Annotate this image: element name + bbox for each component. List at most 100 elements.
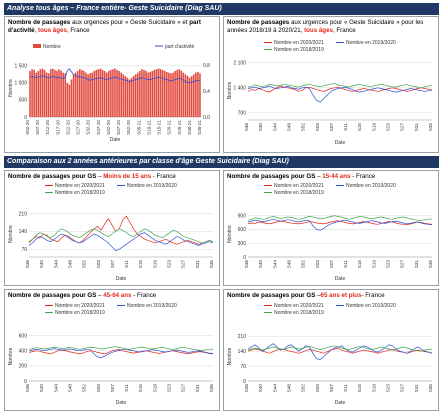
legend-label-3: Nombre en 2018/2019 xyxy=(55,190,105,196)
y-tick-label: 200 xyxy=(19,364,28,370)
y-tick-label: 600 xyxy=(238,227,247,233)
y-axis-title: Nombre xyxy=(8,225,14,243)
y-tick-label: 210 xyxy=(19,211,28,217)
legend-label-3: Nombre en 2018/2019 xyxy=(274,47,324,53)
x-tick-label: S10-21 xyxy=(146,120,151,135)
x-tick-label: S48 xyxy=(286,260,291,269)
bar xyxy=(137,72,139,117)
y-tick-label: 1 500 xyxy=(14,64,27,70)
series-line-2 xyxy=(247,218,433,231)
y-tick-label: 140 xyxy=(238,349,247,355)
x-tick-label: S35 xyxy=(428,384,433,393)
y-tick-label: 1 400 xyxy=(233,86,246,92)
bar xyxy=(168,72,170,117)
x-tick-label: S52-20 xyxy=(126,120,131,135)
bar xyxy=(78,69,81,117)
x-tick-label: S22-20 xyxy=(65,120,70,135)
x-tick-label: S15 xyxy=(357,260,362,269)
legend-label-1: Nombre en 2020/2021 xyxy=(55,303,105,309)
bar xyxy=(166,71,168,117)
x-tick-label: S27 xyxy=(400,384,405,393)
y-tick-label: 300 xyxy=(238,241,247,247)
x-tick-label: S36 xyxy=(244,123,249,132)
bar xyxy=(172,72,174,117)
bar xyxy=(186,76,189,117)
x-tick-label: S44 xyxy=(272,384,277,393)
x-tick-label: S02-20 xyxy=(25,120,30,135)
x-tick-label: S15 xyxy=(138,384,143,393)
x-tick-label: S35 xyxy=(428,123,433,132)
bar xyxy=(153,69,156,117)
bar xyxy=(70,79,73,117)
x-tick-label: S42-20 xyxy=(106,120,111,135)
y-tick-label: 140 xyxy=(19,229,28,235)
panel-p4: Nombre de passages pour GS – 15-44 ans -… xyxy=(223,170,439,286)
x-tick-label: S52 xyxy=(301,123,306,132)
x-tick-label: S44 xyxy=(272,260,277,269)
x-tick-label: S23 xyxy=(167,260,172,269)
series-line-2 xyxy=(247,85,433,103)
bar xyxy=(93,70,96,117)
x-tick-label: S03 xyxy=(96,260,101,269)
bar xyxy=(159,69,162,117)
x-tick-label: S17-20 xyxy=(55,120,60,135)
bar xyxy=(95,69,98,117)
bar xyxy=(101,69,104,117)
bar xyxy=(64,73,67,117)
panel-title-p3: Nombre de passages pour GS – Moins de 15… xyxy=(8,173,176,180)
section-header-top: Analyse tous âges – France entière- Gest… xyxy=(4,3,439,15)
x-tick-label: S35-21 xyxy=(197,120,202,135)
chart-p6: 0 70 140 210 Nombre S36 S40 S44 S48 S52 S03 S07 S11 S… xyxy=(227,303,433,406)
x-tick-label: S07 xyxy=(329,123,334,132)
x-tick-label: S31 xyxy=(195,384,200,393)
x-tick-label: S19 xyxy=(371,384,376,393)
x-tick-label: S48 xyxy=(67,384,72,393)
x-tick-label: S40 xyxy=(39,260,44,269)
bar xyxy=(180,70,183,117)
x-tick-label: S40 xyxy=(39,384,44,393)
series-line-1 xyxy=(28,215,214,245)
section-header-middle: Comparaison aux 2 années antérieures par… xyxy=(4,156,439,168)
y-tick-label: 0 xyxy=(243,379,246,385)
bar xyxy=(149,71,152,117)
bar xyxy=(43,69,46,117)
bar xyxy=(29,70,31,117)
bar xyxy=(112,69,114,117)
x-axis-title: Date xyxy=(335,400,346,406)
bar xyxy=(139,70,141,117)
x-tick-label: S20-21 xyxy=(167,120,172,135)
series-line-2 xyxy=(28,348,214,358)
x-tick-label: S52 xyxy=(82,260,87,269)
x-tick-label: S15 xyxy=(357,384,362,393)
bar xyxy=(197,71,199,117)
x-tick-label: S05-21 xyxy=(136,120,141,135)
x-tick-label: S27 xyxy=(400,260,405,269)
y-tick-label: 0 xyxy=(24,379,27,385)
x-tick-label: S31 xyxy=(195,260,200,269)
bar xyxy=(143,69,145,117)
legend-label-3: Nombre en 2018/2019 xyxy=(274,310,324,316)
y-tick-label: 500 xyxy=(19,98,28,104)
bar xyxy=(68,84,71,117)
x-tick-label: S40 xyxy=(258,384,263,393)
legend-label-1: Nombre en 2020/2021 xyxy=(274,40,324,46)
x-tick-label: S48 xyxy=(67,260,72,269)
x-tick-label: S23 xyxy=(386,384,391,393)
bar xyxy=(178,69,181,117)
bar xyxy=(39,69,42,117)
bar xyxy=(62,72,64,117)
x-tick-label: S19 xyxy=(152,260,157,269)
x-tick-label: S40 xyxy=(258,123,263,132)
x-tick-label: S37-20 xyxy=(96,120,101,135)
x-tick-label: S15 xyxy=(138,260,143,269)
x-tick-label: S23 xyxy=(386,260,391,269)
y-tick-label: 1 000 xyxy=(14,81,27,87)
bar xyxy=(97,69,100,117)
x-axis-title: Date xyxy=(116,276,127,282)
x-tick-label: S23 xyxy=(386,123,391,132)
bar xyxy=(72,74,75,117)
x-tick-label: S30-21 xyxy=(187,120,192,135)
series-line-3 xyxy=(28,228,214,244)
legend-label-1: Nombre en 2020/2021 xyxy=(274,183,324,189)
bar xyxy=(116,69,118,117)
